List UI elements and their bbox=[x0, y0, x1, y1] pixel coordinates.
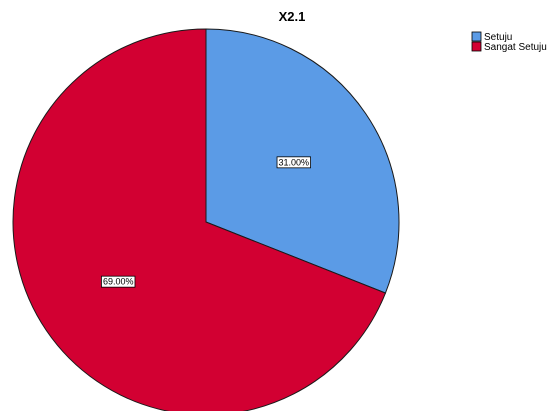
slice-label-text: 31.00% bbox=[279, 157, 310, 167]
slice-label-setuju: 31.00% bbox=[276, 156, 311, 169]
legend-label: Sangat Setuju bbox=[484, 42, 547, 53]
slice-label-sangat-setuju: 69.00% bbox=[101, 275, 136, 288]
pie-slice-labels: 31.00% 69.00% bbox=[101, 156, 311, 288]
slice-label-box bbox=[276, 156, 311, 169]
slice-label-text: 69.00% bbox=[103, 277, 134, 287]
chart-title: X2.1 bbox=[279, 9, 306, 24]
legend-item-sangat-setuju: Sangat Setuju bbox=[471, 41, 547, 53]
pie-slices bbox=[12, 28, 400, 411]
legend-swatch bbox=[471, 31, 482, 42]
pie-slice-sangat-setuju bbox=[12, 28, 387, 411]
legend-swatch bbox=[471, 41, 482, 52]
legend-label: Setuju bbox=[484, 32, 512, 43]
legend-item-setuju: Setuju bbox=[471, 31, 512, 43]
slice-label-box bbox=[101, 275, 136, 288]
